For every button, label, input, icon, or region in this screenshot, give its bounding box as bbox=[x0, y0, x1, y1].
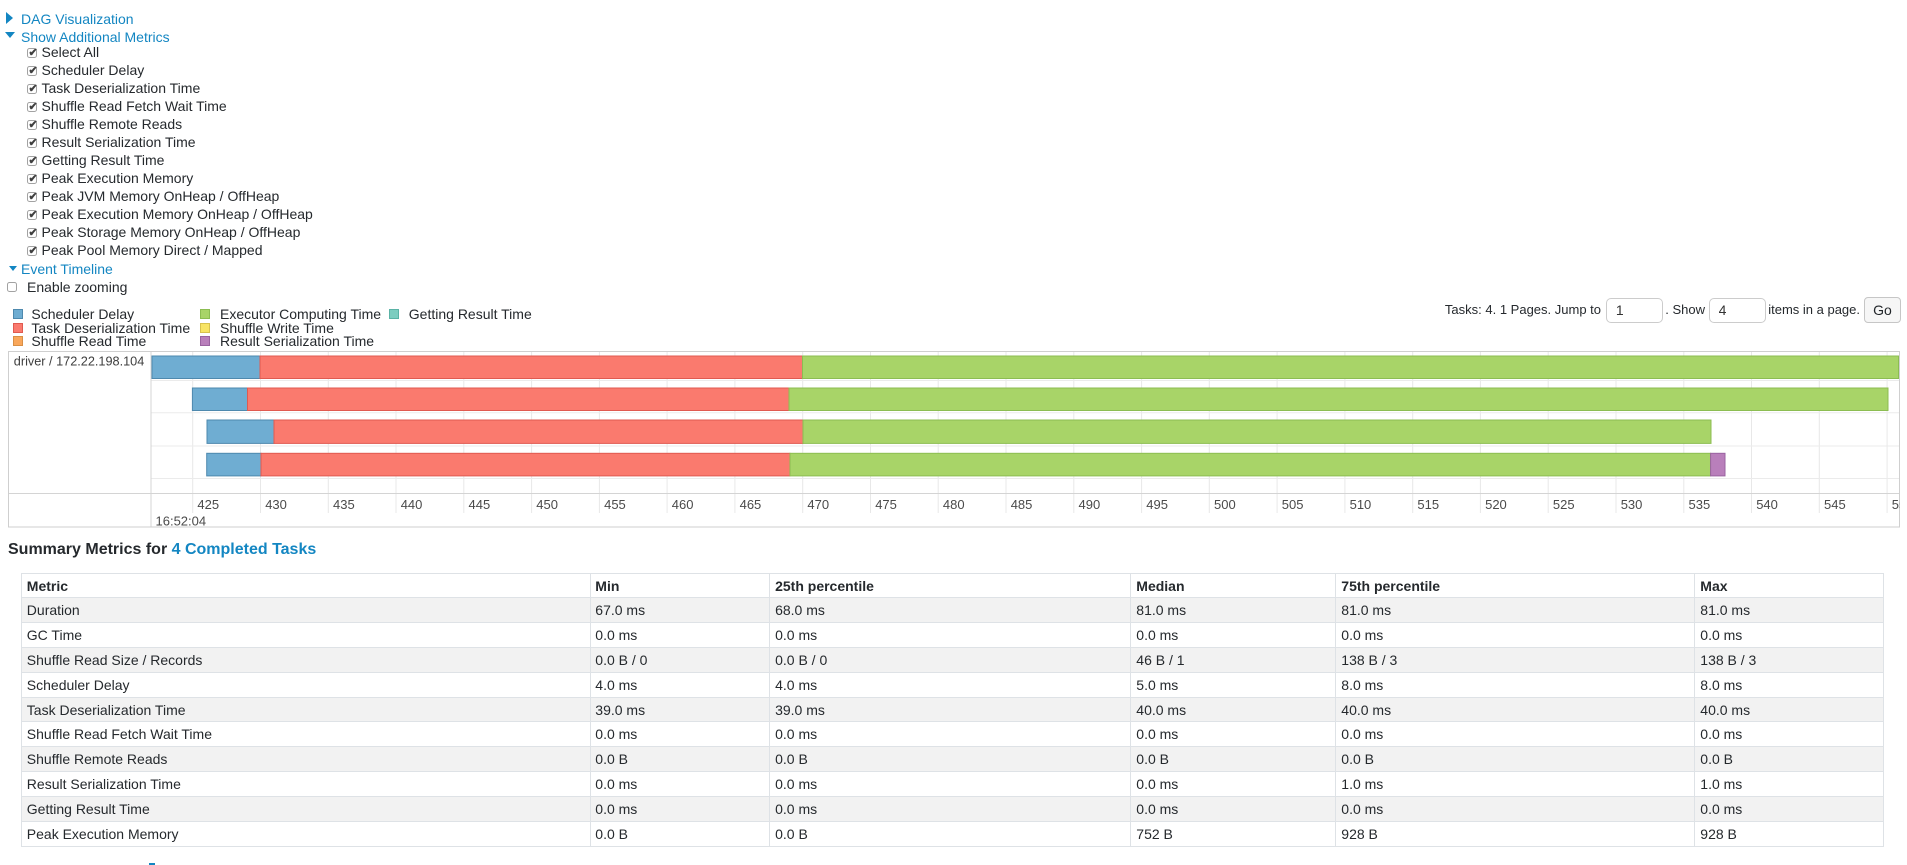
svg-text:445: 445 bbox=[469, 497, 491, 512]
svg-text:545: 545 bbox=[1824, 497, 1846, 512]
svg-text:470: 470 bbox=[807, 497, 829, 512]
svg-text:430: 430 bbox=[265, 497, 287, 512]
svg-text:460: 460 bbox=[672, 497, 694, 512]
svg-text:485: 485 bbox=[1011, 497, 1033, 512]
svg-text:425: 425 bbox=[197, 497, 219, 512]
svg-text:450: 450 bbox=[536, 497, 558, 512]
svg-text:525: 525 bbox=[1553, 497, 1575, 512]
svg-text:530: 530 bbox=[1621, 497, 1643, 512]
svg-text:495: 495 bbox=[1146, 497, 1168, 512]
svg-text:510: 510 bbox=[1350, 497, 1372, 512]
svg-text:16:52:04: 16:52:04 bbox=[156, 513, 207, 528]
svg-text:480: 480 bbox=[943, 497, 965, 512]
svg-text:535: 535 bbox=[1689, 497, 1711, 512]
svg-text:520: 520 bbox=[1485, 497, 1507, 512]
svg-text:465: 465 bbox=[740, 497, 762, 512]
svg-text:505: 505 bbox=[1282, 497, 1304, 512]
svg-text:500: 500 bbox=[1214, 497, 1236, 512]
svg-text:540: 540 bbox=[1756, 497, 1778, 512]
svg-text:515: 515 bbox=[1417, 497, 1439, 512]
svg-text:driver / 172.22.198.104: driver / 172.22.198.104 bbox=[14, 354, 145, 368]
svg-text:435: 435 bbox=[333, 497, 355, 512]
svg-text:550: 550 bbox=[1892, 497, 1900, 512]
svg-text:455: 455 bbox=[604, 497, 626, 512]
svg-text:490: 490 bbox=[1079, 497, 1101, 512]
svg-text:475: 475 bbox=[875, 497, 897, 512]
svg-text:440: 440 bbox=[401, 497, 423, 512]
